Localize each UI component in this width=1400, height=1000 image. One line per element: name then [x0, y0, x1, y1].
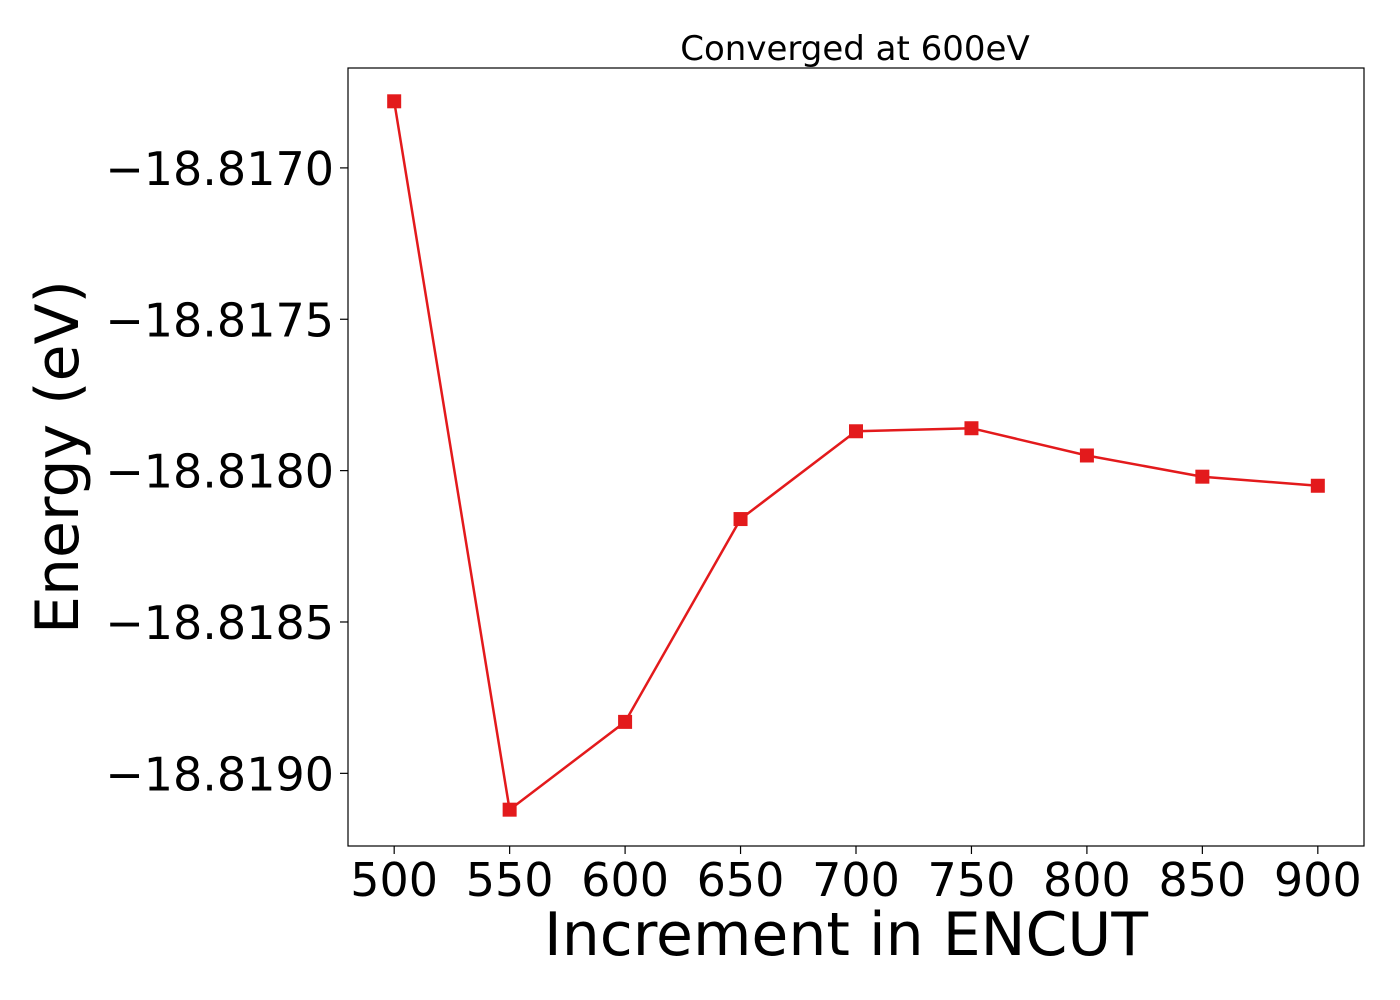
series-line	[392, 101, 1318, 812]
data-point-marker	[1195, 469, 1210, 484]
y-tick-label: −18.8170	[105, 142, 334, 196]
x-tick-label: 500	[350, 853, 438, 907]
y-tick-label: −18.8180	[105, 445, 334, 499]
x-tick-label: 550	[466, 853, 554, 907]
x-tick-label: 800	[1043, 853, 1131, 907]
data-point-marker	[618, 714, 633, 729]
data-point-marker	[964, 421, 979, 436]
y-tick-label: −18.8190	[105, 747, 334, 801]
data-point-marker	[1310, 478, 1325, 493]
x-axis-label: Increment in ENCUT	[544, 900, 1148, 970]
x-tick-label: 900	[1274, 853, 1362, 907]
y-tick-label: −18.8185	[105, 596, 334, 650]
data-point-marker	[849, 424, 863, 439]
y-axis-label: Energy (eV)	[23, 280, 93, 634]
x-tick-label: 750	[928, 853, 1016, 907]
data-point-marker	[1079, 448, 1094, 463]
data-point-marker	[387, 94, 402, 109]
x-axis: 500 550 600 650 700 750 800 850 900	[350, 846, 1362, 907]
series-layer	[387, 94, 1325, 817]
x-tick-label: 600	[581, 853, 669, 907]
x-tick-label: 700	[812, 853, 900, 907]
y-axis: −18.8170 −18.8175 −18.8180 −18.8185 −18.8190	[105, 142, 348, 801]
chart-title: Converged at 600eV	[680, 29, 1029, 69]
y-tick-label: −18.8175	[105, 293, 334, 347]
x-tick-label: 850	[1158, 853, 1246, 907]
plot-frame	[347, 67, 1365, 847]
data-point-marker	[502, 802, 517, 817]
data-point-marker	[733, 512, 748, 527]
x-tick-label: 650	[697, 853, 785, 907]
